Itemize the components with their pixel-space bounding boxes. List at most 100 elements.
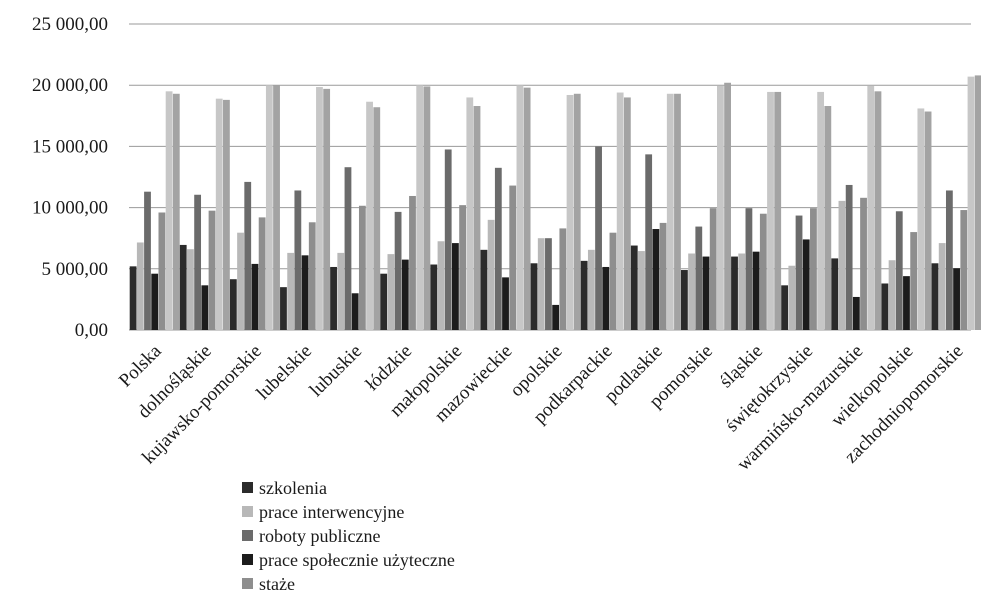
bar	[709, 208, 717, 330]
bar	[716, 85, 724, 330]
bar	[223, 99, 230, 330]
bar	[215, 98, 223, 330]
bar	[917, 108, 925, 331]
bars	[129, 75, 981, 331]
bar	[416, 85, 424, 330]
bar	[702, 256, 710, 330]
bar	[473, 106, 481, 331]
bar	[387, 254, 395, 330]
bar	[516, 85, 524, 330]
bar	[573, 93, 581, 330]
bar	[974, 75, 981, 331]
bar	[759, 213, 767, 330]
bar	[502, 277, 509, 330]
bar	[609, 232, 617, 330]
y-tick-label: 0,00	[75, 320, 108, 341]
legend-label: staże	[259, 574, 295, 594]
bar	[179, 244, 187, 330]
bar	[645, 154, 653, 330]
bar	[767, 91, 774, 330]
bar	[838, 200, 846, 330]
bar	[802, 239, 810, 330]
bar	[366, 101, 373, 330]
bar	[960, 210, 968, 330]
bar	[459, 205, 467, 330]
bar	[860, 197, 867, 330]
bar	[201, 285, 209, 330]
bar	[280, 287, 287, 330]
y-tick-label: 5 000,00	[42, 259, 109, 280]
bar	[659, 222, 667, 330]
x-category-label: lubelskie	[253, 341, 316, 404]
legend-label: roboty publiczne	[259, 526, 380, 546]
bar	[938, 243, 946, 330]
bar	[910, 232, 918, 330]
bar	[788, 265, 796, 330]
bar	[409, 195, 416, 330]
y-tick-label: 10 000,00	[32, 198, 108, 219]
bar	[452, 243, 459, 330]
bar	[953, 268, 960, 330]
bar	[774, 91, 782, 330]
bar	[151, 273, 159, 330]
bar	[158, 212, 166, 330]
bar	[229, 279, 237, 330]
bar	[423, 86, 431, 330]
bar	[738, 253, 746, 330]
y-tick-label: 15 000,00	[32, 136, 108, 157]
bar	[881, 283, 889, 330]
bar	[817, 91, 825, 330]
bar	[187, 249, 194, 330]
bar	[208, 210, 216, 330]
bar	[831, 258, 839, 330]
bar	[316, 87, 323, 330]
bar	[616, 92, 624, 330]
legend-label: szkolenia	[259, 478, 327, 498]
bar	[394, 211, 402, 330]
bar	[652, 229, 660, 330]
legend-swatch	[242, 482, 253, 493]
bar	[444, 149, 452, 330]
bar	[674, 93, 681, 330]
y-tick-label: 25 000,00	[32, 14, 108, 35]
bar	[666, 93, 674, 330]
bar	[358, 205, 366, 330]
bar	[430, 264, 438, 330]
bar	[480, 249, 488, 330]
legend-swatch	[242, 578, 253, 589]
bar	[781, 285, 789, 330]
bar	[967, 76, 975, 330]
bar	[494, 167, 502, 330]
legend-label: prace społecznie użyteczne	[259, 550, 455, 570]
bar	[752, 251, 760, 330]
bar	[623, 97, 631, 330]
bar	[323, 88, 331, 330]
bar	[874, 91, 882, 330]
bar	[244, 181, 252, 330]
bar	[867, 85, 875, 330]
bar	[337, 252, 345, 330]
bar	[165, 91, 173, 330]
bar	[273, 85, 280, 330]
bar	[294, 190, 302, 330]
bar	[945, 190, 953, 330]
bar	[580, 260, 588, 330]
bar	[466, 97, 474, 330]
y-tick-label: 20 000,00	[32, 75, 108, 96]
bar	[602, 266, 610, 330]
bar	[144, 191, 151, 330]
x-category-label: lubuskie	[306, 341, 366, 401]
bar	[373, 107, 381, 331]
bar	[680, 270, 688, 330]
bar	[129, 266, 137, 330]
bar	[172, 93, 180, 330]
bar	[559, 228, 567, 330]
bar	[487, 219, 495, 330]
bar	[695, 226, 703, 330]
bar	[301, 255, 309, 330]
bar	[924, 111, 932, 331]
bar	[552, 304, 560, 330]
legend-swatch	[242, 506, 253, 517]
bar	[630, 245, 638, 330]
